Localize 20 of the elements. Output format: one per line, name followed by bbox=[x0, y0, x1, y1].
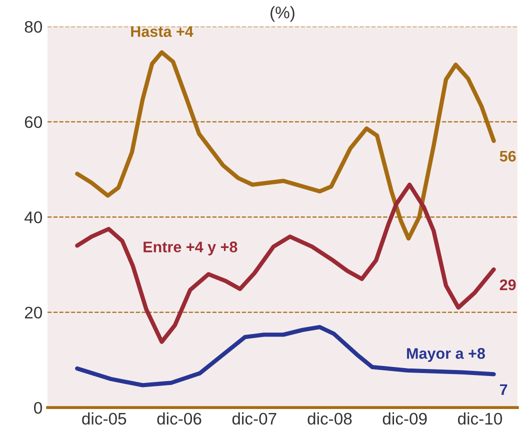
x-tick-label: dic-10 bbox=[458, 412, 502, 425]
chart-title: (%) bbox=[270, 6, 294, 22]
series-label: Entre +4 y +8 bbox=[144, 242, 238, 256]
y-tick-label: 40 bbox=[24, 211, 42, 224]
x-tick-label: dic-06 bbox=[157, 412, 202, 425]
x-tick-label: dic-09 bbox=[382, 412, 427, 425]
x-tick-label: dic-07 bbox=[232, 412, 276, 425]
series-label: Hasta +4 bbox=[131, 26, 194, 37]
line-series bbox=[75, 324, 496, 388]
data-label: 7 bbox=[500, 384, 508, 395]
data-label: 56 bbox=[500, 150, 516, 162]
x-tick-label: dic-08 bbox=[308, 412, 352, 425]
y-tick-label: 60 bbox=[24, 116, 42, 128]
y-tick-label: 20 bbox=[24, 306, 42, 319]
y-tick-label: 80 bbox=[24, 20, 42, 33]
line-series bbox=[75, 182, 496, 344]
series-label: Mayor a +8 bbox=[407, 348, 485, 362]
y-tick-label: 0 bbox=[34, 402, 42, 414]
data-label: 29 bbox=[500, 279, 516, 290]
x-tick-label: dic-05 bbox=[82, 412, 126, 425]
